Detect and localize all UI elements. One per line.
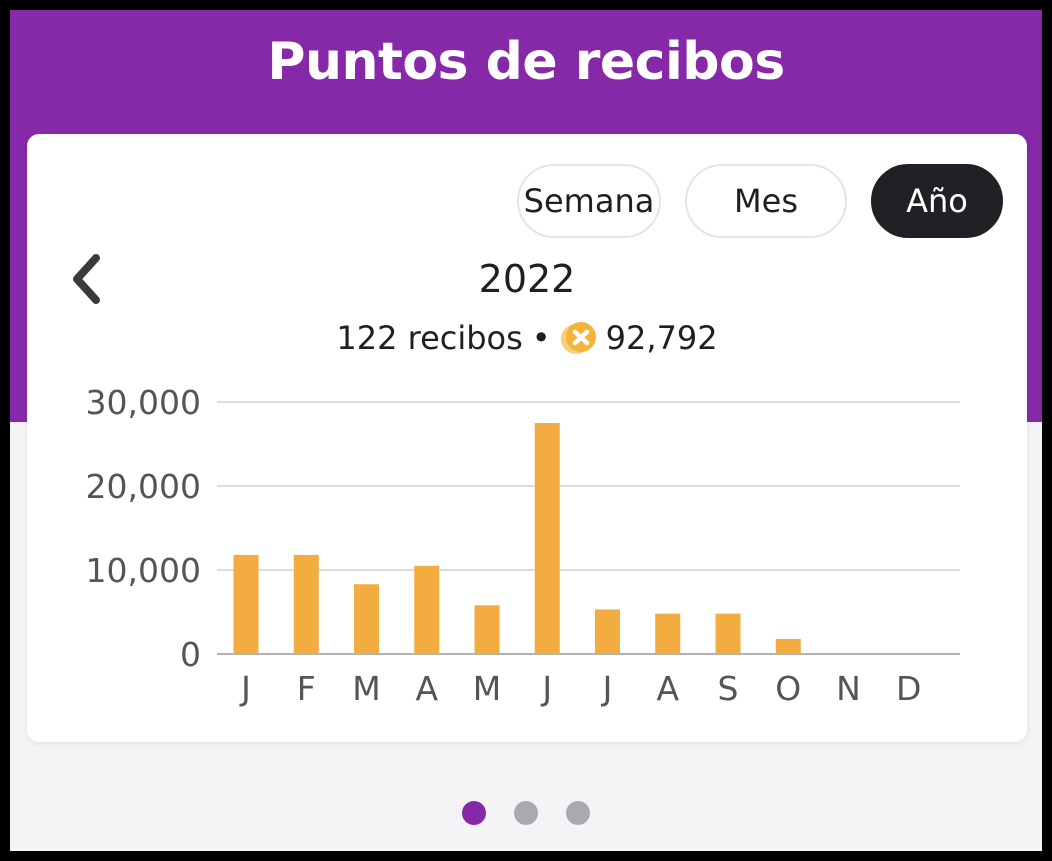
bar <box>595 609 620 654</box>
page-dot[interactable] <box>566 801 590 825</box>
tab-mes[interactable]: Mes <box>685 164 847 238</box>
x-tick-label: J <box>601 669 613 708</box>
bar <box>775 638 801 654</box>
x-tick-label: M <box>352 669 380 708</box>
previous-period-button[interactable] <box>57 244 117 314</box>
x-tick-label: N <box>836 669 861 708</box>
page-title: Puntos de recibos <box>267 32 785 92</box>
x-tick-label: A <box>415 669 438 708</box>
bar <box>655 613 681 654</box>
x-tick-label: F <box>297 669 316 708</box>
bar <box>414 565 440 654</box>
bar <box>534 423 560 654</box>
bar <box>293 554 319 654</box>
coin-icon <box>560 322 596 354</box>
tab-ano[interactable]: Año <box>871 164 1003 238</box>
page-dot[interactable] <box>462 801 486 825</box>
page-indicator <box>10 801 1042 825</box>
y-tick-label: 10,000 <box>86 551 201 590</box>
chevron-left-icon <box>73 254 100 304</box>
x-tick-label: J <box>540 669 552 708</box>
bar <box>474 605 500 654</box>
receipt-count: 122 recibos <box>336 319 523 357</box>
x-tick-label: O <box>775 669 801 708</box>
y-tick-label: 0 <box>180 635 201 674</box>
x-tick-label: S <box>718 669 739 708</box>
x-tick-label: M <box>473 669 501 708</box>
points-chart-card: Semana Mes Año 2022 122 recibos • 92,792… <box>27 134 1027 742</box>
y-tick-label: 20,000 <box>86 467 201 506</box>
summary-separator: • <box>531 319 551 357</box>
points-total: 92,792 <box>605 319 718 357</box>
period-summary: 122 recibos • 92,792 <box>27 316 1027 360</box>
bar <box>354 584 379 654</box>
x-tick-label: D <box>896 669 921 708</box>
period-year: 2022 <box>478 257 576 301</box>
y-tick-label: 30,000 <box>86 383 201 422</box>
tab-semana[interactable]: Semana <box>517 164 661 238</box>
x-tick-label: A <box>656 669 679 708</box>
page-dot[interactable] <box>514 801 538 825</box>
app-screen: Puntos de recibos Semana Mes Año 2022 12… <box>10 10 1042 851</box>
bar <box>233 554 259 654</box>
x-tick-label: J <box>239 669 251 708</box>
bar <box>715 613 741 654</box>
